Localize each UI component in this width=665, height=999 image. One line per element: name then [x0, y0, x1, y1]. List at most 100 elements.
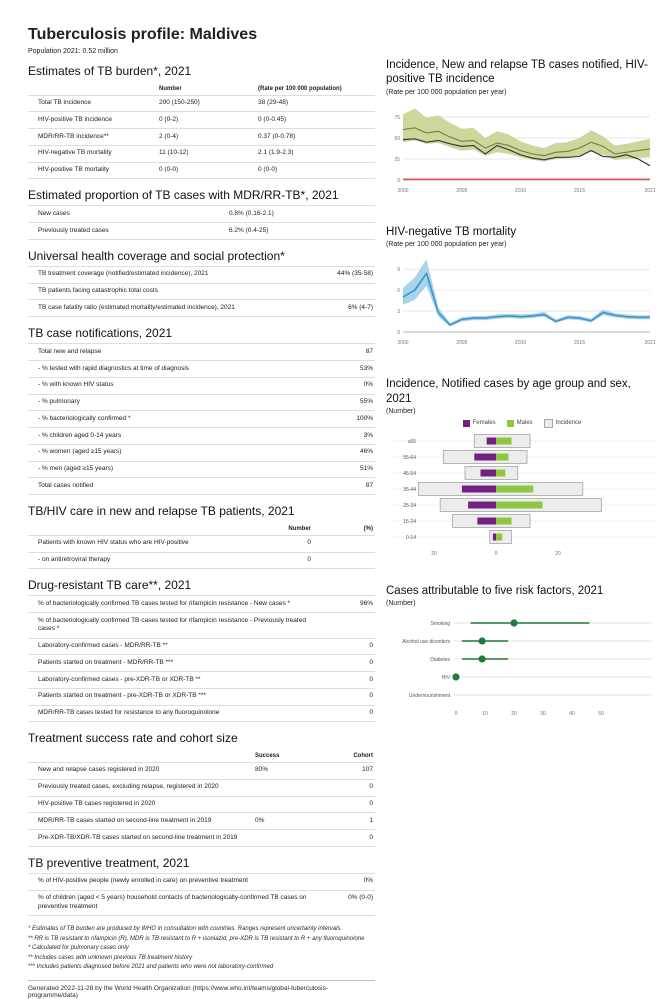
- axis-label: 55-64: [403, 455, 416, 461]
- section-title-burden: Estimates of TB burden*, 2021: [28, 64, 192, 78]
- axis-label: 6: [397, 288, 400, 294]
- axis-label: HIV: [442, 675, 451, 681]
- males-bar: [496, 501, 543, 509]
- row-value: 1: [369, 816, 373, 824]
- section-title-tbhiv: TB/HIV care in new and relapse TB patien…: [28, 504, 295, 519]
- row-value: 0.37 (0-0.78): [258, 132, 296, 140]
- table-row: Pre-XDR-TB/XDR-TB cases started on secon…: [28, 829, 375, 846]
- page-title: Tuberculosis profile: Maldives: [28, 26, 258, 43]
- table-row: HIV-negative TB mortality 11 (10-12) 2.1 (…: [28, 144, 375, 162]
- footnote-line: *** Includes patients diagnosed before 2…: [28, 964, 274, 971]
- table-row: TB treatment coverage (notified/estimate…: [28, 265, 375, 283]
- uncertainty-band: [403, 259, 650, 327]
- males-bar: [496, 517, 512, 525]
- chart-title: Cases attributable to five risk factors,…: [386, 584, 604, 597]
- best-estimate-dot: [452, 673, 460, 681]
- males-bar: [496, 469, 506, 477]
- axis-label: 25-34: [403, 503, 416, 509]
- section-title-drtb: Drug-resistant TB care**, 2021: [28, 578, 192, 593]
- row-value: 2 (0-4): [159, 132, 179, 140]
- table-row: Total cases notified 87: [28, 477, 375, 494]
- section-title-preventive: TB preventive treatment, 2021: [28, 855, 190, 870]
- chart-subtitle: (Number): [386, 600, 416, 608]
- row-label: Laboratory-confirmed cases - MDR/RR-TB *…: [38, 642, 168, 650]
- chart-hiv-negative-mortality: HIV-negative TB mortality (Rate per 100 …: [386, 225, 658, 352]
- axis-label: 2021: [644, 188, 655, 194]
- table-treatment-success: Success Cohort New and relapse cases regis…: [28, 748, 375, 847]
- row-label: HIV-positive TB cases registered in 2020: [38, 800, 156, 808]
- row-value: 0 (0-2): [159, 115, 179, 123]
- males-bar: [496, 437, 512, 445]
- table-row: TB patients facing catastrophic total co…: [28, 282, 375, 300]
- axis-label: 2015: [574, 188, 585, 194]
- row-value: 80%: [255, 766, 269, 774]
- incidence-line-chart: 0 25 50 75 2000 2005 2010 2015 2021: [386, 100, 658, 200]
- row-label: Patients with known HIV status who are H…: [38, 539, 189, 547]
- table-row: MDR/RR-TB cases started on second-line t…: [28, 812, 375, 829]
- row-label: Patients started on treatment - pre-XDR-…: [38, 692, 206, 700]
- table-row: Patients with known HIV status who are H…: [28, 534, 375, 552]
- row-value: 87: [365, 481, 373, 489]
- row-value: 0: [369, 642, 373, 650]
- axis-label: 45-54: [403, 471, 416, 477]
- row-value: 53%: [359, 364, 373, 372]
- row-label: MDR/RR-TB incidence**: [38, 132, 109, 140]
- row-value: 11 (10-12): [159, 149, 189, 157]
- row-value: 0: [369, 675, 373, 683]
- axis-label: 0: [495, 551, 498, 557]
- footnotes: * Estimates of TB burden are produced by…: [28, 925, 375, 973]
- row-value: 0: [369, 833, 373, 841]
- best-estimate-dot: [478, 655, 486, 663]
- males-bar: [496, 485, 534, 493]
- males-bar: [496, 533, 503, 541]
- males-swatch: [506, 419, 514, 427]
- series-line: [402, 272, 650, 326]
- table-row: % of bacteriologically confirmed TB case…: [28, 612, 375, 638]
- axis-label: 25: [394, 157, 400, 163]
- legend-label-incidence: Incidence: [555, 420, 582, 427]
- table-row: - % tested with rapid diagnostics at tim…: [28, 360, 375, 377]
- row-label: Total new and relapse: [38, 347, 102, 355]
- row-value: 0: [369, 658, 373, 666]
- section-title-notifications: TB case notifications, 2021: [28, 326, 173, 341]
- table-notifications: Total new and relapse 87 - % tested with r…: [28, 343, 375, 496]
- axis-label: 35-44: [403, 487, 416, 493]
- row-value: 0 (0-0.45): [258, 115, 287, 123]
- table-uhc: TB treatment coverage (notified/estimate…: [28, 265, 375, 318]
- row-value: 46%: [359, 448, 373, 456]
- row-value: 0: [307, 539, 311, 547]
- axis-label: 0: [397, 178, 400, 184]
- row-value: 2.1 (1.9-2.3): [258, 149, 294, 157]
- row-value: 6.2% (0.4-25): [229, 226, 269, 234]
- row-label: Previously treated cases, excluding rela…: [38, 783, 219, 791]
- uncertainty-band: [403, 108, 650, 162]
- legend-label-females: Females: [472, 420, 496, 427]
- row-value: 51%: [359, 465, 373, 473]
- footnote-line: ** Includes cases with unknown previous …: [28, 954, 193, 961]
- chart-title: Incidence, Notified cases by age group a…: [386, 378, 631, 405]
- table-row: % of HIV-positive people (newly enrolled…: [28, 872, 375, 890]
- females-swatch: [462, 419, 470, 427]
- risk-factors-dot-chart-svg: Smoking Alcohol use disorders Diabetes HIV U…: [402, 619, 652, 717]
- table-row: - on antiretroviral therapy 0: [28, 551, 375, 569]
- table-drtb-care: % of bacteriologically confirmed TB case…: [28, 595, 375, 723]
- row-label: - % men (aged ≥15 years): [38, 465, 114, 473]
- legend-label-males: Males: [516, 420, 533, 427]
- row-label: Total TB incidence: [38, 99, 91, 107]
- row-label: TB treatment coverage (notified/estimate…: [38, 270, 209, 278]
- row-label: New cases: [38, 209, 70, 217]
- table-row: Previously treated cases 6.2% (0.4-25): [28, 222, 375, 239]
- best-estimate-dot: [478, 637, 486, 645]
- females-bar: [486, 437, 496, 445]
- row-value: 0%: [363, 381, 373, 389]
- table-row: Total new and relapse 87: [28, 343, 375, 360]
- table-row: Previously treated cases, excluding rela…: [28, 778, 375, 796]
- axis-label: 75: [394, 115, 400, 121]
- row-label: Previously treated cases: [38, 226, 109, 234]
- row-label: % of children (aged < 5 years) household…: [38, 894, 307, 910]
- footnote-line: * Calculated for pulmonary cases only: [28, 945, 129, 952]
- table-header-row: Success Cohort: [28, 748, 375, 762]
- axis-label: 2010: [515, 188, 526, 194]
- table-row: New and relapse cases registered in 2020…: [28, 761, 375, 779]
- population-note: Population 2021: 0.52 million: [28, 48, 118, 55]
